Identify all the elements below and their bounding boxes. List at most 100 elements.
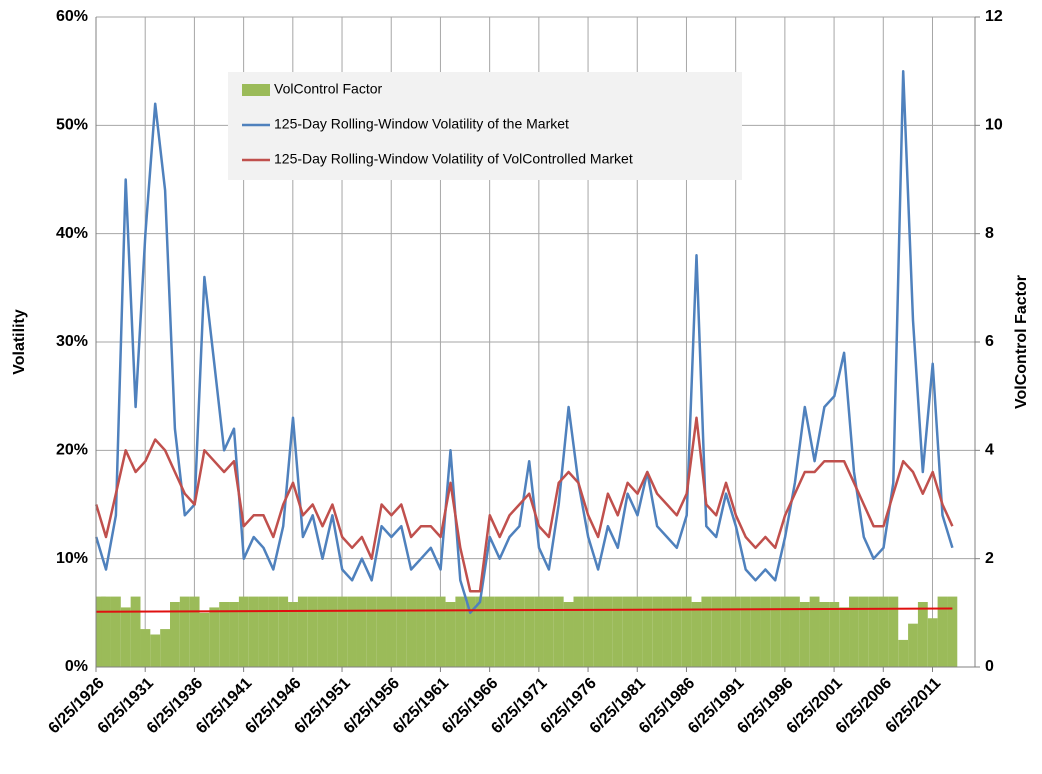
bar [238, 596, 249, 667]
y2-tick-label: 10 [985, 117, 1003, 134]
bar [593, 596, 604, 667]
bar [662, 596, 672, 667]
bar [681, 596, 692, 667]
bar [297, 596, 308, 667]
bar [229, 602, 239, 667]
bar [396, 596, 407, 667]
bar [101, 596, 111, 667]
bar [96, 596, 106, 667]
bar [248, 596, 259, 667]
bar [150, 634, 161, 667]
bar [317, 596, 328, 667]
bar [356, 596, 367, 667]
bar [780, 596, 790, 667]
bar [435, 596, 446, 667]
bar [603, 596, 613, 667]
y2-tick-label: 4 [985, 442, 994, 459]
bar [327, 596, 338, 667]
bar [553, 596, 564, 667]
bar [278, 596, 289, 667]
bar [455, 596, 466, 667]
bar [514, 596, 525, 667]
bar [612, 596, 623, 667]
bar [829, 602, 840, 667]
bar [898, 639, 909, 667]
legend-label: 125-Day Rolling-Window Volatility of the… [274, 116, 569, 132]
reference-line [96, 607, 953, 613]
bar [160, 629, 171, 667]
bar [130, 596, 141, 667]
bar [170, 602, 180, 667]
bar [534, 596, 544, 667]
bar [209, 607, 220, 667]
bar [691, 602, 702, 667]
bar [849, 596, 859, 667]
bar [799, 602, 810, 667]
bar [110, 596, 121, 667]
y-tick-label: 30% [56, 333, 88, 350]
bar [701, 596, 712, 667]
bar [573, 596, 584, 667]
bar [908, 623, 918, 667]
bar [179, 596, 190, 667]
bar [258, 596, 269, 667]
bar [671, 596, 682, 667]
y2-tick-label: 12 [985, 8, 1003, 25]
y-tick-label: 0% [65, 658, 88, 675]
bar [347, 596, 357, 667]
bar [789, 596, 800, 667]
bar [425, 596, 436, 667]
series-line [95, 416, 954, 593]
bar [268, 596, 279, 667]
bar [917, 602, 928, 667]
bar [219, 602, 230, 667]
y-tick-label: 60% [56, 8, 88, 25]
bar [868, 596, 879, 667]
bar [484, 596, 495, 667]
bar [583, 596, 594, 667]
bar [475, 596, 485, 667]
bar [543, 596, 554, 667]
y2-tick-label: 0 [985, 658, 994, 675]
bar [652, 596, 663, 667]
y2-tick-label: 6 [985, 333, 994, 350]
bar [878, 596, 889, 667]
bar [445, 602, 456, 667]
bar [809, 596, 820, 667]
bar [366, 596, 377, 667]
y-tick-label: 10% [56, 550, 88, 567]
bar [524, 596, 535, 667]
legend-label: 125-Day Rolling-Window Volatility of Vol… [274, 151, 633, 167]
bar [721, 596, 731, 667]
bar [386, 596, 397, 667]
bar [563, 602, 574, 667]
y-axis-title: Volatility [11, 309, 28, 375]
bar [337, 596, 348, 667]
bar [494, 596, 505, 667]
y-tick-label: 50% [56, 117, 88, 134]
bar [750, 596, 761, 667]
bar [937, 596, 948, 667]
bar [189, 596, 200, 667]
bar [504, 596, 515, 667]
bar [632, 596, 643, 667]
bar [465, 596, 476, 667]
bar [927, 618, 938, 667]
bar [307, 596, 318, 667]
bar [642, 596, 653, 667]
bar [120, 607, 131, 667]
bar [622, 596, 633, 667]
bar [199, 612, 210, 667]
bar [376, 596, 387, 667]
legend-label: VolControl Factor [274, 81, 382, 97]
y2-tick-label: 8 [985, 225, 994, 242]
bar [947, 596, 958, 667]
y-tick-label: 20% [56, 442, 88, 459]
bar [760, 596, 771, 667]
bar [406, 596, 417, 667]
bar [770, 596, 781, 667]
bar [416, 596, 426, 667]
legend-swatch [242, 84, 270, 96]
y-tick-label: 40% [56, 225, 88, 242]
